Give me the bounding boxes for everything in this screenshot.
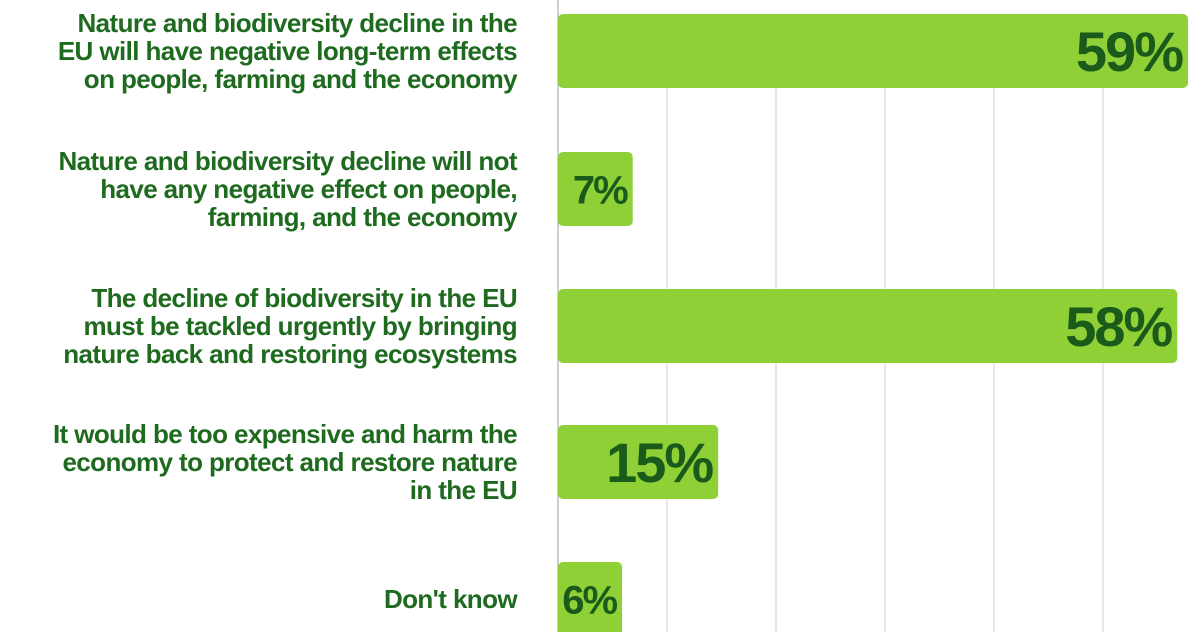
category-label: nature back and restoring ecosystems <box>63 339 517 369</box>
value-label: 58% <box>1065 295 1172 358</box>
category-label: It would be too expensive and harm the <box>53 419 517 449</box>
category-label: have any negative effect on people, <box>100 174 517 204</box>
category-label: farming, and the economy <box>208 202 518 232</box>
bar <box>558 152 633 226</box>
category-label: on people, farming and the economy <box>84 64 518 94</box>
value-label: 15% <box>606 431 713 494</box>
category-labels: Nature and biodiversity decline in theEU… <box>53 8 519 614</box>
value-label: 6% <box>562 578 617 622</box>
category-label: economy to protect and restore nature <box>62 447 517 477</box>
bar <box>558 14 1188 88</box>
category-label: Nature and biodiversity decline in the <box>77 8 517 38</box>
bars: 59% 7% 58% 15% 6% <box>558 14 1188 632</box>
category-label: EU will have negative long-term effects <box>58 36 517 66</box>
value-label: 7% <box>573 168 628 212</box>
category-label: must be tackled urgently by bringing <box>84 311 517 341</box>
category-label: Don't know <box>384 584 518 614</box>
bar <box>558 289 1178 363</box>
bar <box>558 562 623 632</box>
value-label: 59% <box>1076 20 1183 83</box>
category-label: in the EU <box>410 475 517 505</box>
bar <box>558 425 719 499</box>
category-label: The decline of biodiversity in the EU <box>91 283 517 313</box>
category-label: Nature and biodiversity decline will not <box>58 146 517 176</box>
